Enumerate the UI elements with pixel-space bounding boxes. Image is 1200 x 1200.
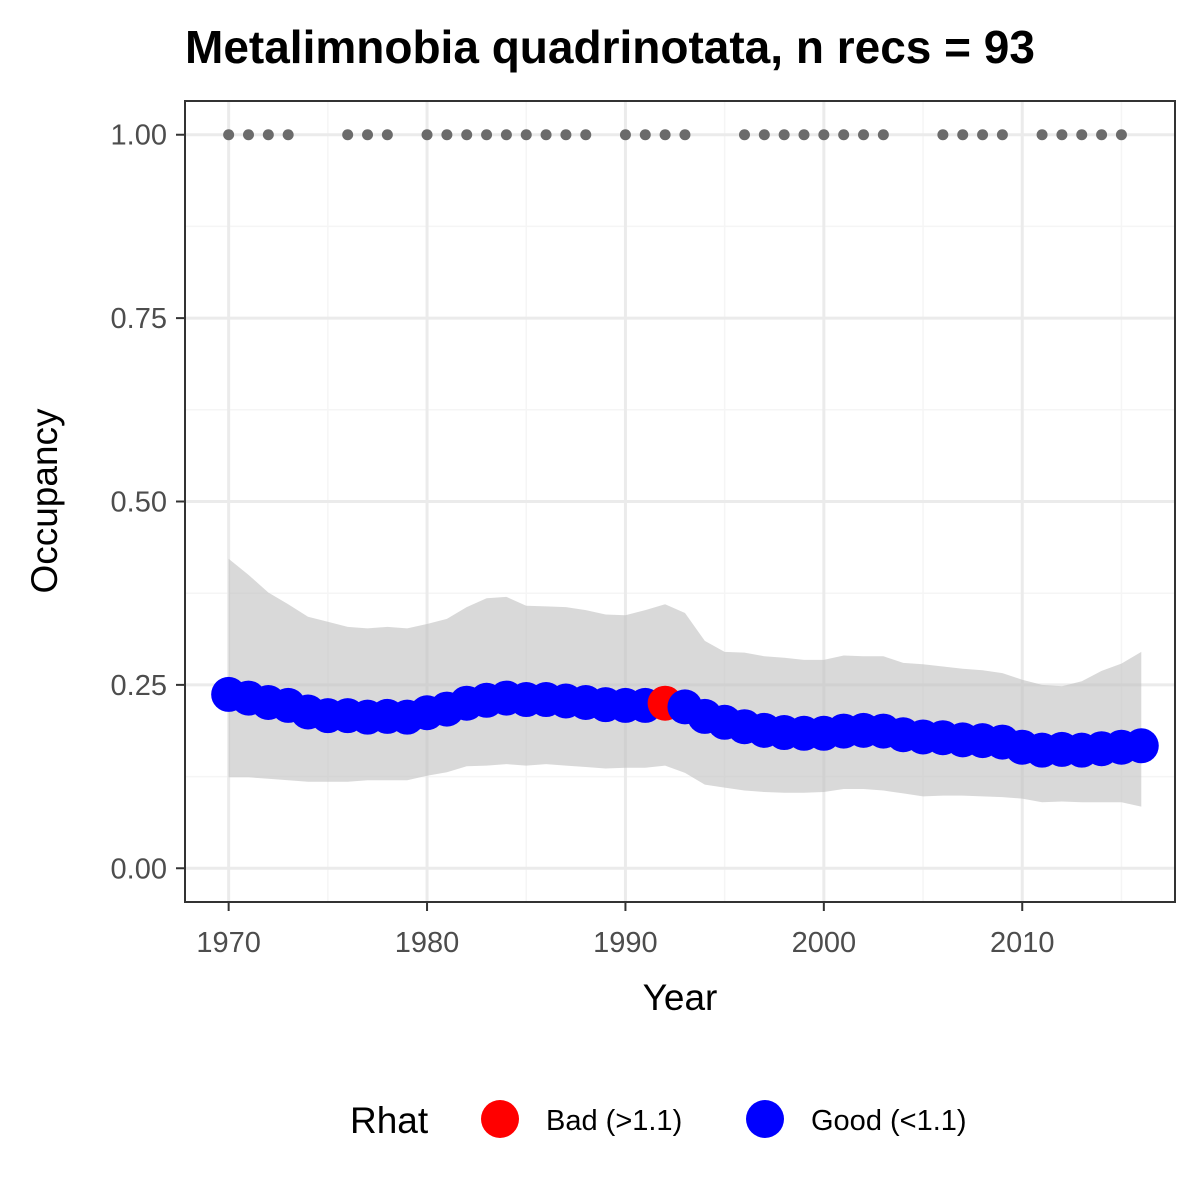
record-point [520, 129, 532, 141]
record-point [798, 129, 810, 141]
record-point [996, 129, 1008, 141]
record-point [481, 129, 493, 141]
record-point [461, 129, 473, 141]
occupancy-points-layer [211, 676, 1159, 768]
record-point [282, 129, 294, 141]
confidence-ribbon-layer [228, 558, 1142, 807]
record-point [758, 129, 770, 141]
legend-label-good: Good (<1.1) [811, 1105, 967, 1137]
record-point [242, 129, 254, 141]
occupancy-point-good [1123, 728, 1159, 764]
record-point [441, 129, 453, 141]
record-point [659, 129, 671, 141]
x-tick-label: 1970 [196, 927, 261, 959]
record-point [342, 129, 354, 141]
record-point [738, 129, 750, 141]
record-point [877, 129, 889, 141]
record-point [500, 129, 512, 141]
record-point [818, 129, 830, 141]
legend: Rhat Bad (>1.1) Good (<1.1) [350, 1100, 967, 1141]
legend-label-bad: Bad (>1.1) [546, 1105, 682, 1137]
record-point [1096, 129, 1108, 141]
record-point [937, 129, 949, 141]
record-point [1036, 129, 1048, 141]
legend-swatch-bad [481, 1100, 519, 1138]
y-tick-label: 0.50 [111, 487, 167, 519]
record-point [977, 129, 989, 141]
x-axis-title: Year [643, 977, 718, 1018]
record-point [381, 129, 393, 141]
record-point [223, 129, 235, 141]
x-tick-label: 2000 [792, 927, 857, 959]
y-tick-label: 0.75 [111, 303, 167, 335]
record-point [619, 129, 631, 141]
y-axis-title: Occupancy [24, 408, 65, 594]
record-point [639, 129, 651, 141]
y-tick-label: 1.00 [111, 120, 167, 152]
legend-swatch-good [746, 1100, 784, 1138]
record-point [1076, 129, 1088, 141]
record-point [1115, 129, 1127, 141]
record-point [838, 129, 850, 141]
record-point [262, 129, 274, 141]
record-point [560, 129, 572, 141]
x-tick-label: 1990 [593, 927, 658, 959]
record-points-layer [223, 129, 1127, 141]
chart-title: Metalimnobia quadrinotata, n recs = 93 [185, 21, 1035, 73]
record-point [858, 129, 870, 141]
record-point [580, 129, 592, 141]
record-point [362, 129, 374, 141]
record-point [421, 129, 433, 141]
y-tick-label: 0.00 [111, 853, 167, 885]
confidence-ribbon [228, 558, 1142, 807]
record-point [778, 129, 790, 141]
record-point [957, 129, 969, 141]
y-tick-label: 0.25 [111, 670, 167, 702]
x-tick-label: 1980 [395, 927, 460, 959]
record-point [679, 129, 691, 141]
record-point [540, 129, 552, 141]
legend-title: Rhat [350, 1100, 429, 1141]
record-point [1056, 129, 1068, 141]
x-axis: 1970 1980 1990 2000 2010 [196, 902, 1054, 959]
x-tick-label: 2010 [990, 927, 1055, 959]
y-axis: 0.00 0.25 0.50 0.75 1.00 [111, 120, 185, 885]
